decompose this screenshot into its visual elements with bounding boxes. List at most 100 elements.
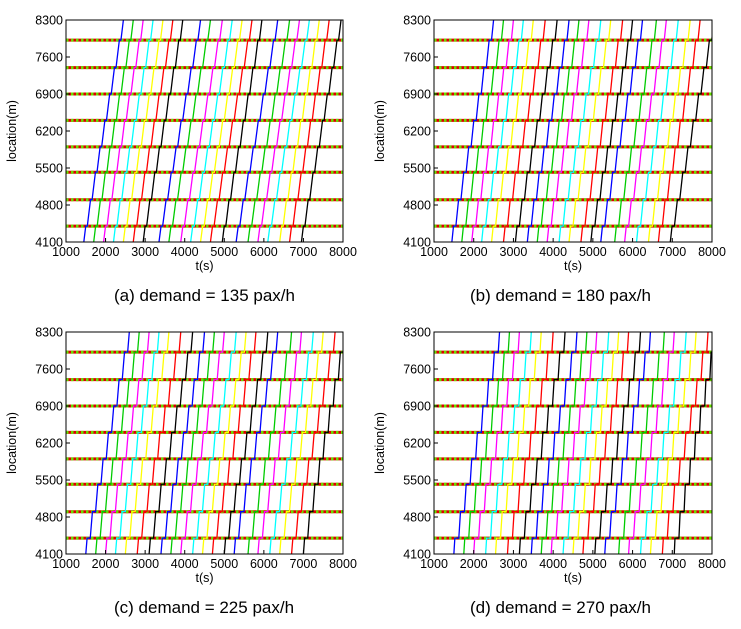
y-tick-label-a-0: 4100 [35,236,63,250]
trajectory-d-6 [518,332,566,554]
x-axis-label-b: t(s) [564,259,582,273]
trajectory-b-17 [635,20,679,242]
y-tick-label-b-6: 8300 [403,14,431,28]
trajectory-c-13 [223,332,269,554]
trajectory-b-13 [590,20,634,242]
x-tick-label-c-5: 6000 [250,557,278,571]
trajectory-c-19 [290,332,336,554]
trajectory-c-2 [104,332,150,554]
trajectory-b-5 [502,20,546,242]
y-tick-label-d-2: 5500 [403,474,431,488]
trajectory-a-3 [112,20,154,242]
trajectory-b-19 [657,20,701,242]
y-tick-label-a-6: 8300 [35,14,63,28]
x-tick-label-c-1: 2000 [92,557,120,571]
x-tick-label-d-1: 2000 [460,557,488,571]
trajectory-d-15 [618,332,665,554]
trajectory-b-7 [526,20,570,242]
trajectory-a-0 [83,20,125,242]
trajectory-a-12 [209,20,253,242]
caption-b: (b) demand = 180 pax/h [470,286,651,305]
trajectory-d-5 [506,332,554,554]
y-tick-label-d-1: 4800 [403,511,431,525]
trajectory-d-17 [639,332,687,554]
x-tick-label-b-7: 8000 [698,245,726,259]
trajectory-a-19 [288,20,330,242]
caption-d: (d) demand = 270 pax/h [470,598,651,617]
trajectory-b-0 [451,20,495,242]
trajectory-c-10 [191,332,237,554]
y-tick-label-d-6: 8300 [403,326,431,340]
trajectory-d-12 [582,332,630,554]
trajectory-b-11 [568,20,612,242]
y-tick-label-b-0: 4100 [403,236,431,250]
x-tick-label-b-2: 3000 [500,245,528,259]
trajectory-a-4 [122,20,164,242]
y-tick-label-c-6: 8300 [35,326,63,340]
x-tick-label-b-3: 4000 [539,245,567,259]
trajectory-a-7 [158,20,202,242]
panel-a: 1000 2000 3000 4000 5000 6000 7000 8000 4100 4800… [5,14,357,274]
x-tick-label-d-3: 4000 [539,557,567,571]
trajectory-d-9 [550,332,598,554]
y-tick-label-d-5: 7600 [403,363,431,377]
trajectory-a-16 [257,20,301,242]
y-tick-label-c-4: 6900 [35,400,63,414]
trajectory-a-5 [132,20,174,242]
x-tick-label-d-2: 3000 [500,557,528,571]
trajectory-b-3 [481,20,525,242]
y-axis-label-b: location(m) [373,100,387,162]
trajectory-c-1 [95,332,140,554]
trajectory-d-19 [661,332,709,554]
trajectory-c-8 [170,332,216,554]
y-tick-label-c-1: 4800 [35,511,63,525]
x-tick-label-a-3: 4000 [171,245,199,259]
trajectory-c-20 [302,350,343,554]
y-tick-label-a-1: 4800 [35,199,63,213]
y-tick-label-a-2: 5500 [35,162,63,176]
trajectory-a-10 [190,20,233,242]
trajectory-d-3 [484,332,532,554]
y-tick-label-c-5: 7600 [35,363,63,377]
trajectory-b-18 [647,20,691,242]
trajectory-d-14 [604,332,652,554]
trajectory-c-18 [279,332,324,554]
trajectory-a-1 [93,20,134,242]
x-axis-label-d: t(s) [564,571,582,585]
trajectory-a-14 [235,20,279,242]
trajectory-b-14 [600,20,644,242]
trajectory-b-6 [514,20,558,242]
trajectory-c-7 [160,332,206,554]
trajectory-c-4 [124,332,170,554]
trajectory-d-4 [494,332,542,554]
trajectory-b-10 [558,20,602,242]
panel-d: 1000 2000 3000 4000 5000 6000 7000 8000 4100 4800… [373,326,726,586]
y-axis-label-c: location(m) [5,412,19,474]
x-tick-label-a-1: 2000 [92,245,120,259]
trajectory-a-11 [199,20,243,242]
x-tick-label-a-2: 3000 [131,245,159,259]
trajectory-d-20 [673,351,712,554]
y-axis-label-d: location(m) [373,412,387,474]
trajectory-c-14 [233,332,279,554]
y-axis-label-a: location(m) [5,100,19,162]
trajectory-a-18 [279,20,320,242]
trajectory-c-6 [148,332,194,554]
x-tick-label-c-6: 7000 [290,557,318,571]
trajectory-a-13 [221,20,263,242]
trajectory-a-17 [267,20,311,242]
trajectory-d-10 [562,332,610,554]
trajectory-c-12 [211,332,257,554]
trajectory-b-4 [490,20,534,242]
trajectory-d-2 [473,332,521,554]
x-tick-label-d-4: 5000 [579,557,607,571]
x-tick-label-c-7: 8000 [329,557,357,571]
x-tick-label-b-4: 5000 [579,245,607,259]
x-axis-label-c: t(s) [195,571,213,585]
trajectory-a-6 [142,20,184,242]
x-tick-label-c-0: 1000 [52,557,80,571]
plot-area-d [434,332,712,554]
trajectory-c-11 [201,332,247,554]
trajectory-b-12 [580,20,624,242]
